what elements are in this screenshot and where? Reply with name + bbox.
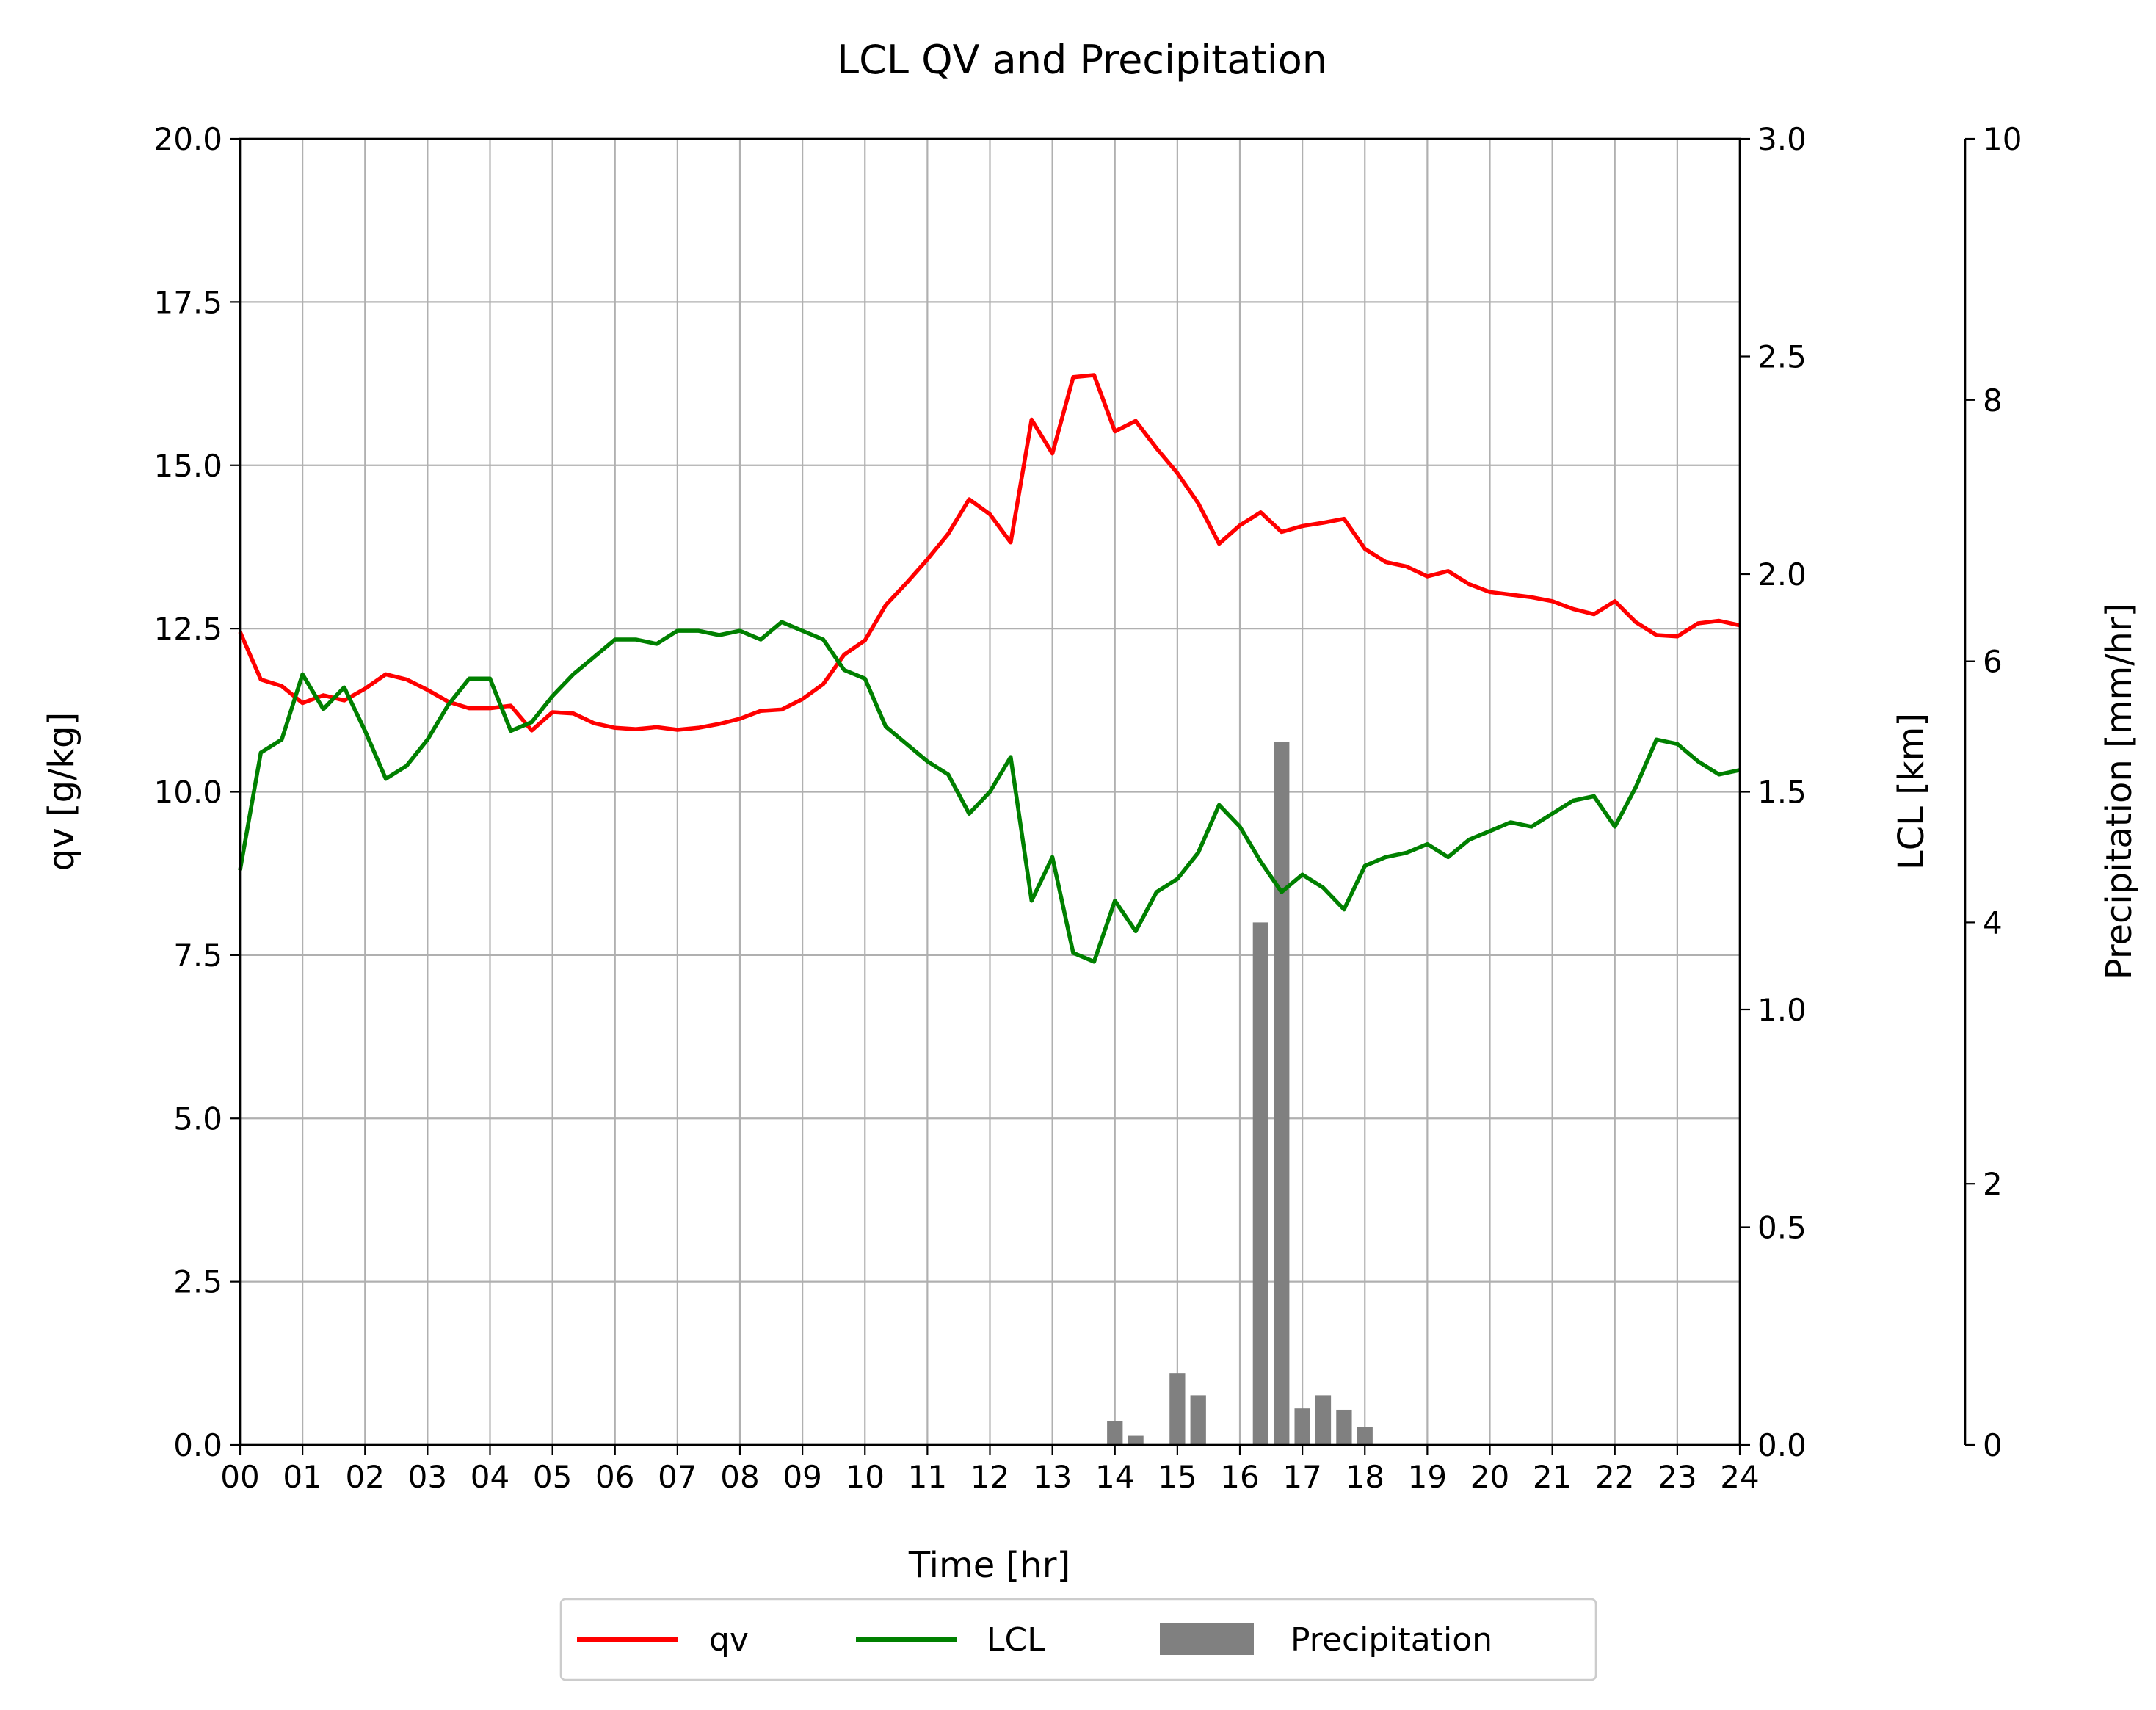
y-left-tick-label: 15.0 — [153, 448, 222, 484]
x-tick-label: 23 — [1658, 1459, 1696, 1495]
legend-precipitation-swatch — [1160, 1623, 1254, 1655]
y-right-tick-label: 0.5 — [1757, 1210, 1807, 1246]
y-right-tick-label: 1.5 — [1757, 775, 1807, 811]
y-left-tick-label: 0.0 — [173, 1427, 222, 1463]
x-tick-label: 00 — [220, 1459, 259, 1495]
x-tick-label: 18 — [1346, 1459, 1384, 1495]
x-tick-label: 16 — [1220, 1459, 1259, 1495]
y-left-tick-label: 7.5 — [173, 938, 222, 974]
x-tick-label: 13 — [1033, 1459, 1072, 1495]
x-tick-label: 05 — [533, 1459, 572, 1495]
x-tick-label: 12 — [970, 1459, 1009, 1495]
x-tick-label: 15 — [1158, 1459, 1197, 1495]
chart-title: LCL QV and Precipitation — [837, 37, 1327, 83]
y-left-tick-label: 10.0 — [153, 775, 222, 811]
precipitation-bar — [1107, 1421, 1123, 1445]
series-lines — [238, 373, 1741, 964]
y-right-tick-label: 0.0 — [1757, 1427, 1807, 1463]
x-tick-label: 07 — [658, 1459, 697, 1495]
y-right-tick-label: 2.5 — [1757, 339, 1807, 375]
x-tick-label: 06 — [595, 1459, 634, 1495]
y-left-tick-label: 20.0 — [153, 121, 222, 157]
x-tick-label: 24 — [1720, 1459, 1759, 1495]
x-tick-label: 22 — [1595, 1459, 1634, 1495]
precipitation-bar — [1315, 1395, 1332, 1445]
y-right-tick-label: 2.0 — [1757, 557, 1807, 593]
y-far-right-tick-label: 2 — [1983, 1166, 2003, 1202]
precipitation-bar — [1252, 922, 1268, 1445]
y-axis-left-label: qv [g/kg] — [41, 712, 82, 872]
x-tick-label: 04 — [471, 1459, 509, 1495]
y-far-right-tick-label: 10 — [1983, 121, 2022, 157]
precipitation-bar — [1294, 1408, 1310, 1445]
y-left-tick-label: 5.0 — [173, 1101, 222, 1137]
x-tick-label: 11 — [908, 1459, 947, 1495]
y-right-tick-label: 1.0 — [1757, 992, 1807, 1028]
precipitation-bar — [1190, 1395, 1206, 1445]
x-tick-label: 03 — [408, 1459, 447, 1495]
x-tick-label: 19 — [1408, 1459, 1447, 1495]
x-tick-label: 10 — [846, 1459, 885, 1495]
x-tick-label: 21 — [1533, 1459, 1572, 1495]
legend-qv-label: qv — [709, 1621, 749, 1659]
precipitation-bar — [1128, 1435, 1144, 1445]
y-far-right-tick-label: 4 — [1983, 905, 2003, 941]
x-tick-label: 09 — [783, 1459, 821, 1495]
legend: qv LCL Precipitation — [559, 1598, 1597, 1681]
x-tick-label: 01 — [283, 1459, 322, 1495]
y-left-tick-label: 2.5 — [173, 1264, 222, 1300]
y-far-right-tick-label: 8 — [1983, 383, 2003, 419]
precipitation-bar — [1169, 1373, 1186, 1445]
precipitation-bar — [1274, 742, 1290, 1445]
axes: 00 01 02 03 04 05 06 07 08 09 10 11 12 13 14 15 16 17 18 19… — [153, 121, 2022, 1495]
precipitation-bars — [1107, 742, 1373, 1445]
y-axis-far-right-label: Precipitation [mm/hr] — [2099, 604, 2140, 980]
x-axis-label: Time [hr] — [908, 1545, 1070, 1586]
legend-precipitation-label: Precipitation — [1291, 1621, 1492, 1659]
x-tick-label: 17 — [1282, 1459, 1321, 1495]
x-tick-label: 20 — [1470, 1459, 1509, 1495]
x-tick-label: 02 — [346, 1459, 385, 1495]
y-right-tick-label: 3.0 — [1757, 121, 1807, 157]
precipitation-bar — [1336, 1409, 1352, 1445]
precipitation-bar — [1357, 1427, 1373, 1445]
y-far-right-tick-label: 6 — [1983, 644, 2003, 680]
y-left-tick-label: 12.5 — [153, 611, 222, 647]
legend-box — [559, 1598, 1597, 1681]
x-tick-label: 14 — [1095, 1459, 1134, 1495]
y-axis-right-label: LCL [km] — [1891, 713, 1932, 870]
legend-lcl-label: LCL — [987, 1621, 1045, 1659]
y-far-right-tick-label: 0 — [1983, 1427, 2003, 1463]
y-left-tick-label: 17.5 — [153, 284, 222, 320]
x-tick-label: 08 — [720, 1459, 759, 1495]
